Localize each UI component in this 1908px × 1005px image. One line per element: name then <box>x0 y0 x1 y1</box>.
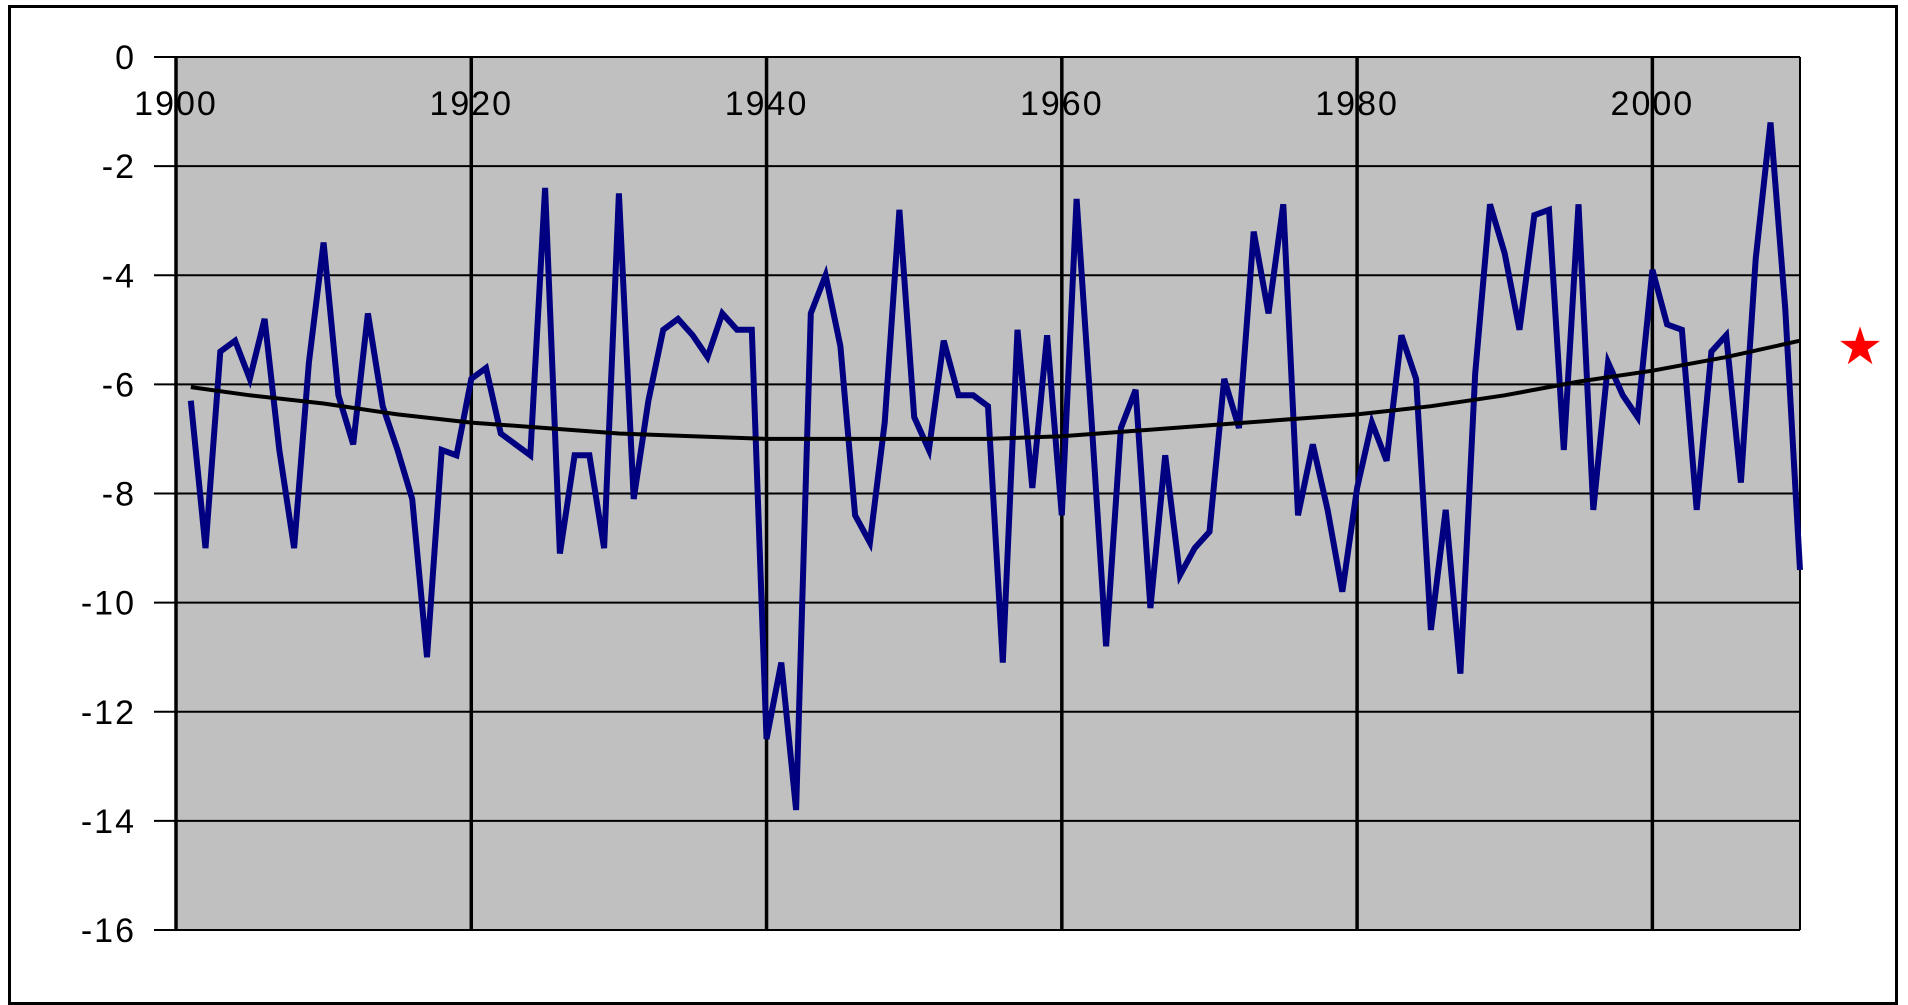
x-axis-tick-labels: 1900 1920 1940 1960 1980 2000 <box>134 85 1695 123</box>
trend-series-line <box>190 338 1801 441</box>
x-tick-label: 1900 <box>134 85 218 123</box>
data-series <box>187 122 1803 811</box>
red-star-marker: ★ <box>1837 317 1884 377</box>
y-tick-label: -8 <box>102 476 136 514</box>
y-tick-label: -2 <box>102 148 136 186</box>
y-tick-label: -6 <box>102 366 136 404</box>
y-tick-label: -12 <box>81 694 136 732</box>
horizontal-gridlines <box>154 56 1800 931</box>
annual-series-line <box>187 122 1803 811</box>
y-tick-label: -16 <box>81 912 136 950</box>
y-axis-tick-labels: 0 -2 -4 -6 -8 -10 -12 -14 -16 <box>81 39 136 950</box>
x-tick-label: 1960 <box>1020 85 1104 123</box>
x-tick-label: 1980 <box>1315 85 1399 123</box>
y-tick-label: 0 <box>115 39 136 77</box>
y-tick-label: -4 <box>102 257 136 295</box>
line-chart: 0-2-4-6-8-10-12-14-16 1900 1920 1940 1960 19… <box>81 39 1884 950</box>
x-tick-label: 1920 <box>429 85 513 123</box>
y-tick-label: -14 <box>81 803 136 841</box>
x-tick-label: 2000 <box>1611 85 1695 123</box>
y-tick-label: -10 <box>81 585 136 623</box>
annotations: ★ <box>1837 317 1884 377</box>
x-tick-label: 1940 <box>725 85 809 123</box>
